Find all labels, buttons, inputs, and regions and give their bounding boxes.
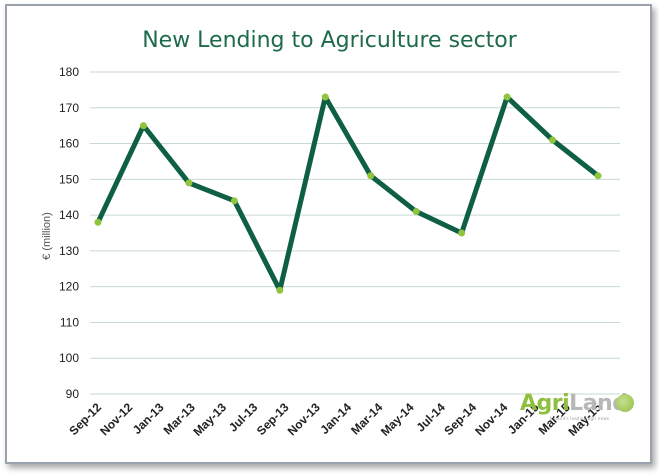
series-line-path — [95, 94, 601, 293]
y-tick-labels: 90 100 110 120 130 140 150 160 170 180 — [59, 65, 79, 401]
x-tick-label: Sep-13 — [254, 400, 292, 438]
y-axis-label: € (million) — [41, 212, 53, 260]
x-tick-label: Nov-12 — [97, 400, 135, 438]
data-point — [367, 172, 375, 180]
y-tick-label: 130 — [59, 244, 79, 258]
y-tick-label: 150 — [59, 172, 79, 186]
y-tick-label: 90 — [66, 387, 80, 401]
chart-title: New Lending to Agriculture sector — [142, 28, 517, 53]
logo-text-main: Agri — [520, 391, 570, 416]
data-point — [503, 93, 511, 101]
data-point — [594, 172, 602, 180]
y-tick-label: 170 — [59, 101, 79, 115]
data-point — [412, 208, 420, 216]
gridlines — [90, 71, 620, 395]
y-tick-label: 160 — [59, 137, 79, 151]
x-tick-label: May-14 — [378, 400, 417, 439]
y-tick-label: 110 — [60, 315, 79, 329]
data-point — [94, 218, 102, 226]
data-point — [139, 122, 147, 130]
series-line — [95, 94, 601, 293]
y-tick-label: 100 — [59, 351, 79, 365]
x-tick-label: Nov-13 — [285, 400, 323, 438]
x-tick-label: Sep-14 — [441, 400, 479, 438]
data-point — [185, 179, 193, 187]
x-tick-label: Nov-14 — [472, 400, 510, 438]
x-tick-label: May-13 — [190, 400, 229, 439]
x-tick-label: Jan-13 — [130, 400, 167, 437]
data-point — [230, 197, 238, 205]
x-tick-label: Jan-14 — [317, 400, 354, 437]
data-point — [458, 229, 466, 237]
y-tick-label: 140 — [59, 208, 79, 222]
series-markers — [94, 93, 602, 294]
data-point — [321, 93, 329, 101]
x-tick-label: Sep-12 — [66, 400, 104, 438]
data-point — [549, 136, 557, 144]
chart-frame — [5, 4, 652, 464]
data-point — [276, 286, 284, 294]
y-tick-label: 180 — [59, 65, 79, 79]
agriland-logo: AgriLand Ireland's leading agri news — [520, 391, 635, 425]
y-tick-label: 120 — [59, 280, 79, 294]
logo-globe-icon — [616, 394, 634, 412]
logo-tagline: Ireland's leading agri news — [550, 416, 610, 421]
